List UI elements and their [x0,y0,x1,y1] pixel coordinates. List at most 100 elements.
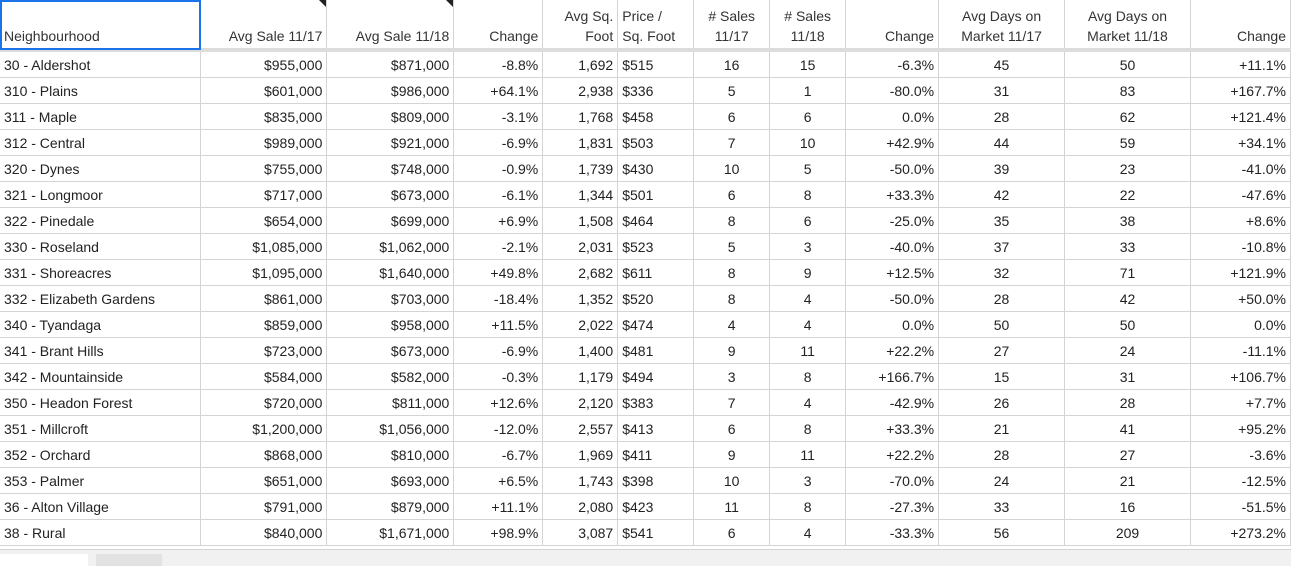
table-cell[interactable]: 21 [1064,467,1191,494]
table-cell[interactable]: 6 [693,103,771,130]
table-cell[interactable]: 56 [938,519,1066,546]
table-cell[interactable]: 11 [693,493,771,520]
table-cell[interactable]: +12.6% [453,389,544,416]
table-cell[interactable]: 9 [769,259,847,286]
table-cell[interactable]: 1,344 [542,181,619,208]
table-cell[interactable]: 26 [938,389,1066,416]
table-cell[interactable]: 1,400 [542,337,619,364]
table-cell[interactable]: 2,120 [542,389,619,416]
table-cell[interactable]: +167.7% [1190,77,1291,104]
table-cell[interactable]: 3,087 [542,519,619,546]
table-cell[interactable]: 44 [938,129,1066,156]
table-cell[interactable]: +42.9% [845,129,940,156]
table-cell[interactable]: -6.9% [453,337,544,364]
table-cell[interactable]: $430 [617,155,695,182]
table-cell[interactable]: $494 [617,363,695,390]
table-cell[interactable]: 8 [769,493,847,520]
table-cell[interactable]: $835,000 [200,103,328,130]
table-cell[interactable]: -80.0% [845,77,940,104]
table-cell[interactable]: +33.3% [845,181,940,208]
table-cell[interactable]: $611 [617,259,695,286]
table-cell[interactable]: $458 [617,103,695,130]
table-cell[interactable]: $811,000 [326,389,455,416]
table-cell[interactable]: 36 - Alton Village [0,493,202,520]
table-cell[interactable]: 310 - Plains [0,77,202,104]
table-cell[interactable]: +50.0% [1190,285,1291,312]
table-cell[interactable]: -2.1% [453,233,544,260]
table-cell[interactable]: 350 - Headon Forest [0,389,202,416]
table-cell[interactable]: 15 [938,363,1066,390]
table-cell[interactable]: 0.0% [845,311,940,338]
table-cell[interactable]: 1,508 [542,207,619,234]
sheet-tab-active[interactable] [0,554,88,566]
table-cell[interactable]: -50.0% [845,285,940,312]
table-cell[interactable]: 9 [693,337,771,364]
table-cell[interactable]: +11.1% [453,493,544,520]
table-cell[interactable]: $699,000 [326,207,455,234]
comment-indicator-icon[interactable] [319,0,326,7]
table-cell[interactable]: -70.0% [845,467,940,494]
table-cell[interactable]: +121.9% [1190,259,1291,286]
table-cell[interactable]: +98.9% [453,519,544,546]
table-cell[interactable]: -40.0% [845,233,940,260]
table-cell[interactable]: 209 [1064,519,1191,546]
table-cell[interactable]: 42 [1064,285,1191,312]
table-cell[interactable]: $871,000 [326,50,455,78]
table-cell[interactable]: 5 [769,155,847,182]
table-cell[interactable]: -41.0% [1190,155,1291,182]
table-cell[interactable]: 30 - Aldershot [0,50,202,78]
table-cell[interactable]: +22.2% [845,441,940,468]
table-cell[interactable]: $383 [617,389,695,416]
table-cell[interactable]: 2,557 [542,415,619,442]
table-cell[interactable]: $481 [617,337,695,364]
table-cell[interactable]: +6.9% [453,207,544,234]
table-cell[interactable]: $1,671,000 [326,519,455,546]
column-header[interactable]: # Sales 11/18 [769,0,847,52]
table-cell[interactable]: 332 - Elizabeth Gardens [0,285,202,312]
table-cell[interactable]: -3.1% [453,103,544,130]
table-cell[interactable]: 8 [693,207,771,234]
table-cell[interactable]: 28 [938,103,1066,130]
table-cell[interactable]: $955,000 [200,50,328,78]
table-cell[interactable]: 1,831 [542,129,619,156]
table-cell[interactable]: 59 [1064,129,1191,156]
table-cell[interactable]: -0.9% [453,155,544,182]
table-cell[interactable]: 9 [693,441,771,468]
table-cell[interactable]: $584,000 [200,363,328,390]
table-cell[interactable]: 38 [1064,207,1191,234]
table-cell[interactable]: $703,000 [326,285,455,312]
table-cell[interactable]: -47.6% [1190,181,1291,208]
table-cell[interactable]: 37 [938,233,1066,260]
table-cell[interactable]: -51.5% [1190,493,1291,520]
table-cell[interactable]: 1,739 [542,155,619,182]
table-cell[interactable]: $717,000 [200,181,328,208]
table-cell[interactable]: 71 [1064,259,1191,286]
table-cell[interactable]: 32 [938,259,1066,286]
table-cell[interactable]: 50 [1064,50,1191,78]
column-header[interactable]: Avg Sq. Foot [542,0,619,52]
column-header[interactable]: Avg Days on Market 11/18 [1064,0,1191,52]
table-cell[interactable]: 7 [693,129,771,156]
table-cell[interactable]: +7.7% [1190,389,1291,416]
table-cell[interactable]: $582,000 [326,363,455,390]
table-cell[interactable]: -8.8% [453,50,544,78]
table-cell[interactable]: 28 [1064,389,1191,416]
table-cell[interactable]: $398 [617,467,695,494]
table-cell[interactable]: 353 - Palmer [0,467,202,494]
table-cell[interactable]: 50 [938,311,1066,338]
table-cell[interactable]: 1,352 [542,285,619,312]
table-cell[interactable]: $1,056,000 [326,415,455,442]
table-cell[interactable]: 351 - Millcroft [0,415,202,442]
table-cell[interactable]: -11.1% [1190,337,1291,364]
table-cell[interactable]: $859,000 [200,311,328,338]
table-cell[interactable]: $411 [617,441,695,468]
table-cell[interactable]: +22.2% [845,337,940,364]
table-cell[interactable]: 1,768 [542,103,619,130]
column-header[interactable]: # Sales 11/17 [693,0,771,52]
column-header[interactable]: Avg Sale 11/17 [200,0,328,52]
table-cell[interactable]: 6 [693,519,771,546]
table-cell[interactable]: 5 [693,233,771,260]
table-cell[interactable]: 50 [1064,311,1191,338]
table-cell[interactable]: 8 [769,363,847,390]
table-cell[interactable]: -25.0% [845,207,940,234]
